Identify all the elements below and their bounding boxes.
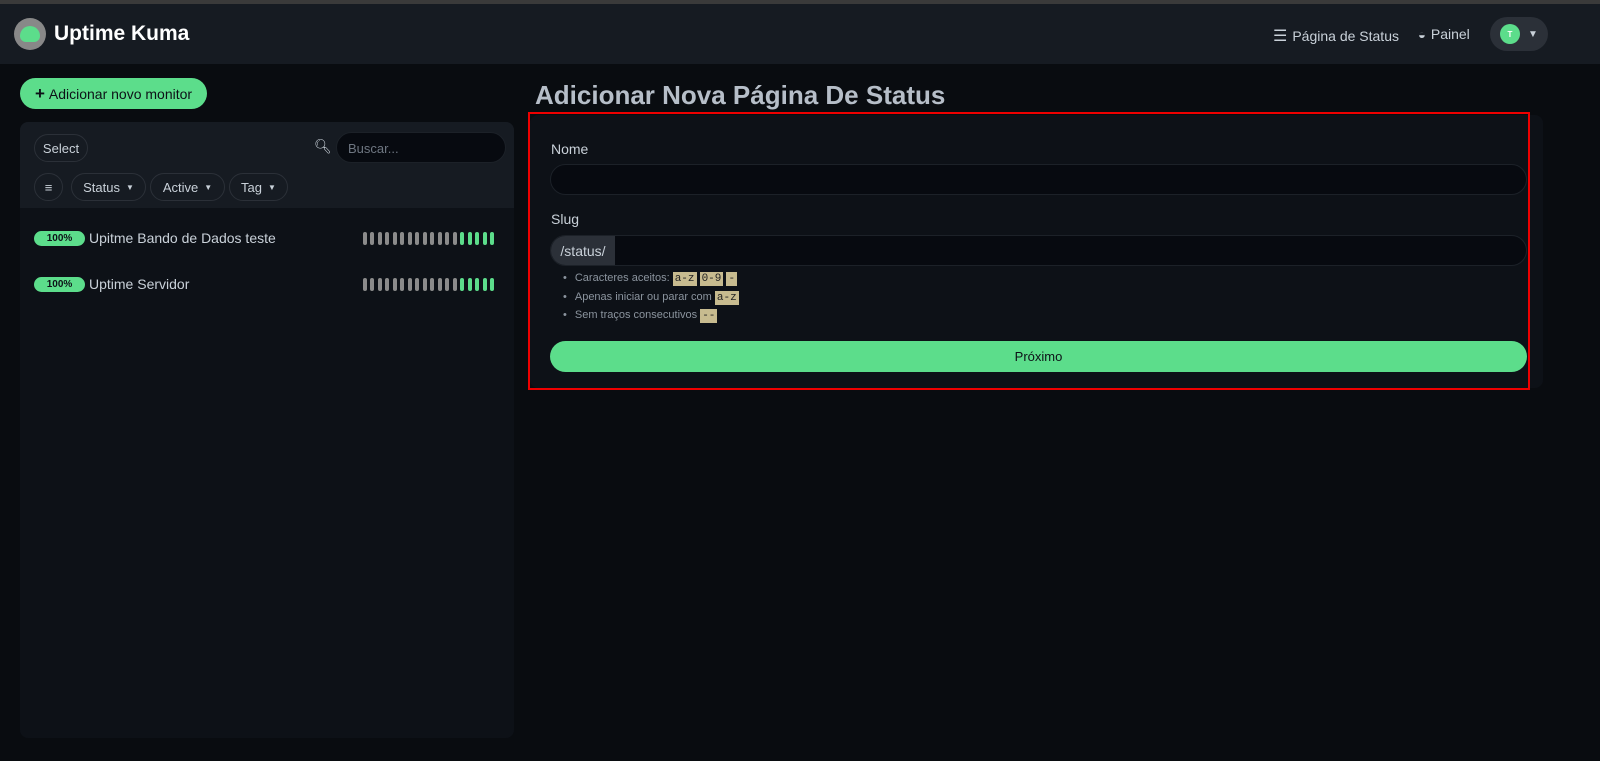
uptime-badge: 100% [34,276,85,292]
heartbeat-up [482,277,487,291]
uptime-badge: 100% [34,230,85,246]
uptime-kuma-logo-icon[interactable] [14,18,46,50]
hint-code: a-z [672,272,697,286]
active-filter-label: Active [162,179,199,195]
tag-filter-label: Tag [241,179,263,195]
plus-icon: + [34,83,45,103]
monitor-name: Upitme Bando de Dados teste [89,230,276,246]
heartbeat-down [452,277,457,291]
monitor-item[interactable]: 100% Uptime Servidor [34,274,494,294]
status-filter[interactable]: Status ▼ [71,173,146,201]
hint-code: a-z [714,290,739,305]
search-icon: 🔍︎ [314,138,332,154]
tag-filter[interactable]: Tag ▼ [229,173,288,201]
heartbeat-up [490,231,494,245]
heartbeat-down [377,277,382,291]
name-label: Nome [551,141,589,157]
avatar: T [1500,24,1520,44]
status-filter-label: Status [83,179,120,195]
chevron-down-icon: ▼ [1528,28,1538,40]
heartbeat-down [392,277,397,291]
list-icon: ☰ [1273,28,1288,45]
header: Uptime Kuma ☰ Página de Status ◒ Painel … [0,4,1600,64]
heartbeat-up [460,277,464,291]
heartbeat-down [400,231,404,245]
heartbeat-down [407,231,412,245]
page-title: Adicionar Nova Página De Status [535,80,946,110]
hint-text: Sem traços consecutivos [574,309,698,321]
monitor-item[interactable]: 100% Upitme Bando de Dados teste [34,228,494,248]
hint-item: Apenas iniciar ou parar com a-z [563,289,739,308]
nav-status-pages[interactable]: ☰ Página de Status [1273,26,1399,46]
heartbeat-up [460,231,464,245]
hint-text: Apenas iniciar ou parar com [574,290,712,303]
heartbeat-up [475,277,479,291]
heartbeat-up [467,231,472,245]
heartbeat-down [385,277,389,291]
heartbeat-up [482,231,487,245]
heartbeat-down [362,277,367,291]
hint-item: Sem traços consecutivos -- [563,307,739,326]
name-input[interactable] [550,164,1527,195]
heartbeat-down [362,231,367,245]
add-monitor-button[interactable]: + Adicionar novo monitor [20,78,207,109]
chevron-down-icon: ▼ [204,182,213,192]
monitor-list-toolbar: Select 🔍︎ Buscar... ≡ Status ▼ Active ▼ Ta… [20,122,514,208]
monitor-list-panel: Select 🔍︎ Buscar... ≡ Status ▼ Active ▼ Ta… [20,122,514,738]
hint-item: Caracteres aceitos: a-z 0-9 - [563,270,739,289]
nav-dashboard-label: Painel [1430,26,1470,42]
window-top-strip [0,0,1600,4]
hint-code: - [726,272,738,286]
heartbeat-up [467,277,472,291]
heartbeat-down [445,231,449,245]
heartbeat-down [415,231,419,245]
select-button[interactable]: Select [34,134,88,162]
active-filter[interactable]: Active ▼ [150,173,225,201]
nav-dashboard[interactable]: ◒ Painel [1418,26,1470,42]
slug-input[interactable]: /status/ [550,235,1527,266]
monitor-name: Uptime Servidor [89,276,190,292]
nav-status-label: Página de Status [1292,28,1399,44]
slug-prefix: /status/ [551,236,615,265]
heartbeat-down [377,231,382,245]
list-icon: ≡ [44,179,53,195]
heartbeat-down [430,231,434,245]
heartbeat-down [452,231,457,245]
heartbeat-up [490,277,494,291]
heartbeat-down [370,231,374,245]
brand-title[interactable]: Uptime Kuma [54,22,190,45]
heartbeat-down [437,231,442,245]
hint-text: Caracteres aceitos: [574,272,670,284]
heartbeat-up [475,231,479,245]
heartbeat-down [392,231,397,245]
hint-code: 0-9 [699,272,724,286]
heartbeat-down [422,231,427,245]
heartbeat-bar [362,231,494,245]
heartbeat-down [400,277,404,291]
gauge-icon: ◒ [1418,26,1426,42]
search-input[interactable]: Buscar... [336,132,506,163]
heartbeat-down [370,277,374,291]
heartbeat-down [437,277,442,291]
profile-dropdown[interactable]: T ▼ [1490,17,1548,51]
next-button[interactable]: Próximo [550,341,1527,372]
add-monitor-label: Adicionar novo monitor [48,85,193,102]
chevron-down-icon: ▼ [268,182,276,192]
heartbeat-down [422,277,427,291]
slug-hints: Caracteres aceitos: a-z 0-9 - Apenas ini… [563,270,739,326]
chevron-down-icon: ▼ [125,182,134,192]
heartbeat-down [415,277,419,291]
heartbeat-down [445,277,449,291]
heartbeat-down [407,277,412,291]
slug-label: Slug [551,211,580,227]
heartbeat-down [430,277,434,291]
filter-menu-button[interactable]: ≡ [34,173,63,201]
hint-code: -- [700,309,718,323]
heartbeat-bar [362,277,494,291]
heartbeat-down [385,231,389,245]
